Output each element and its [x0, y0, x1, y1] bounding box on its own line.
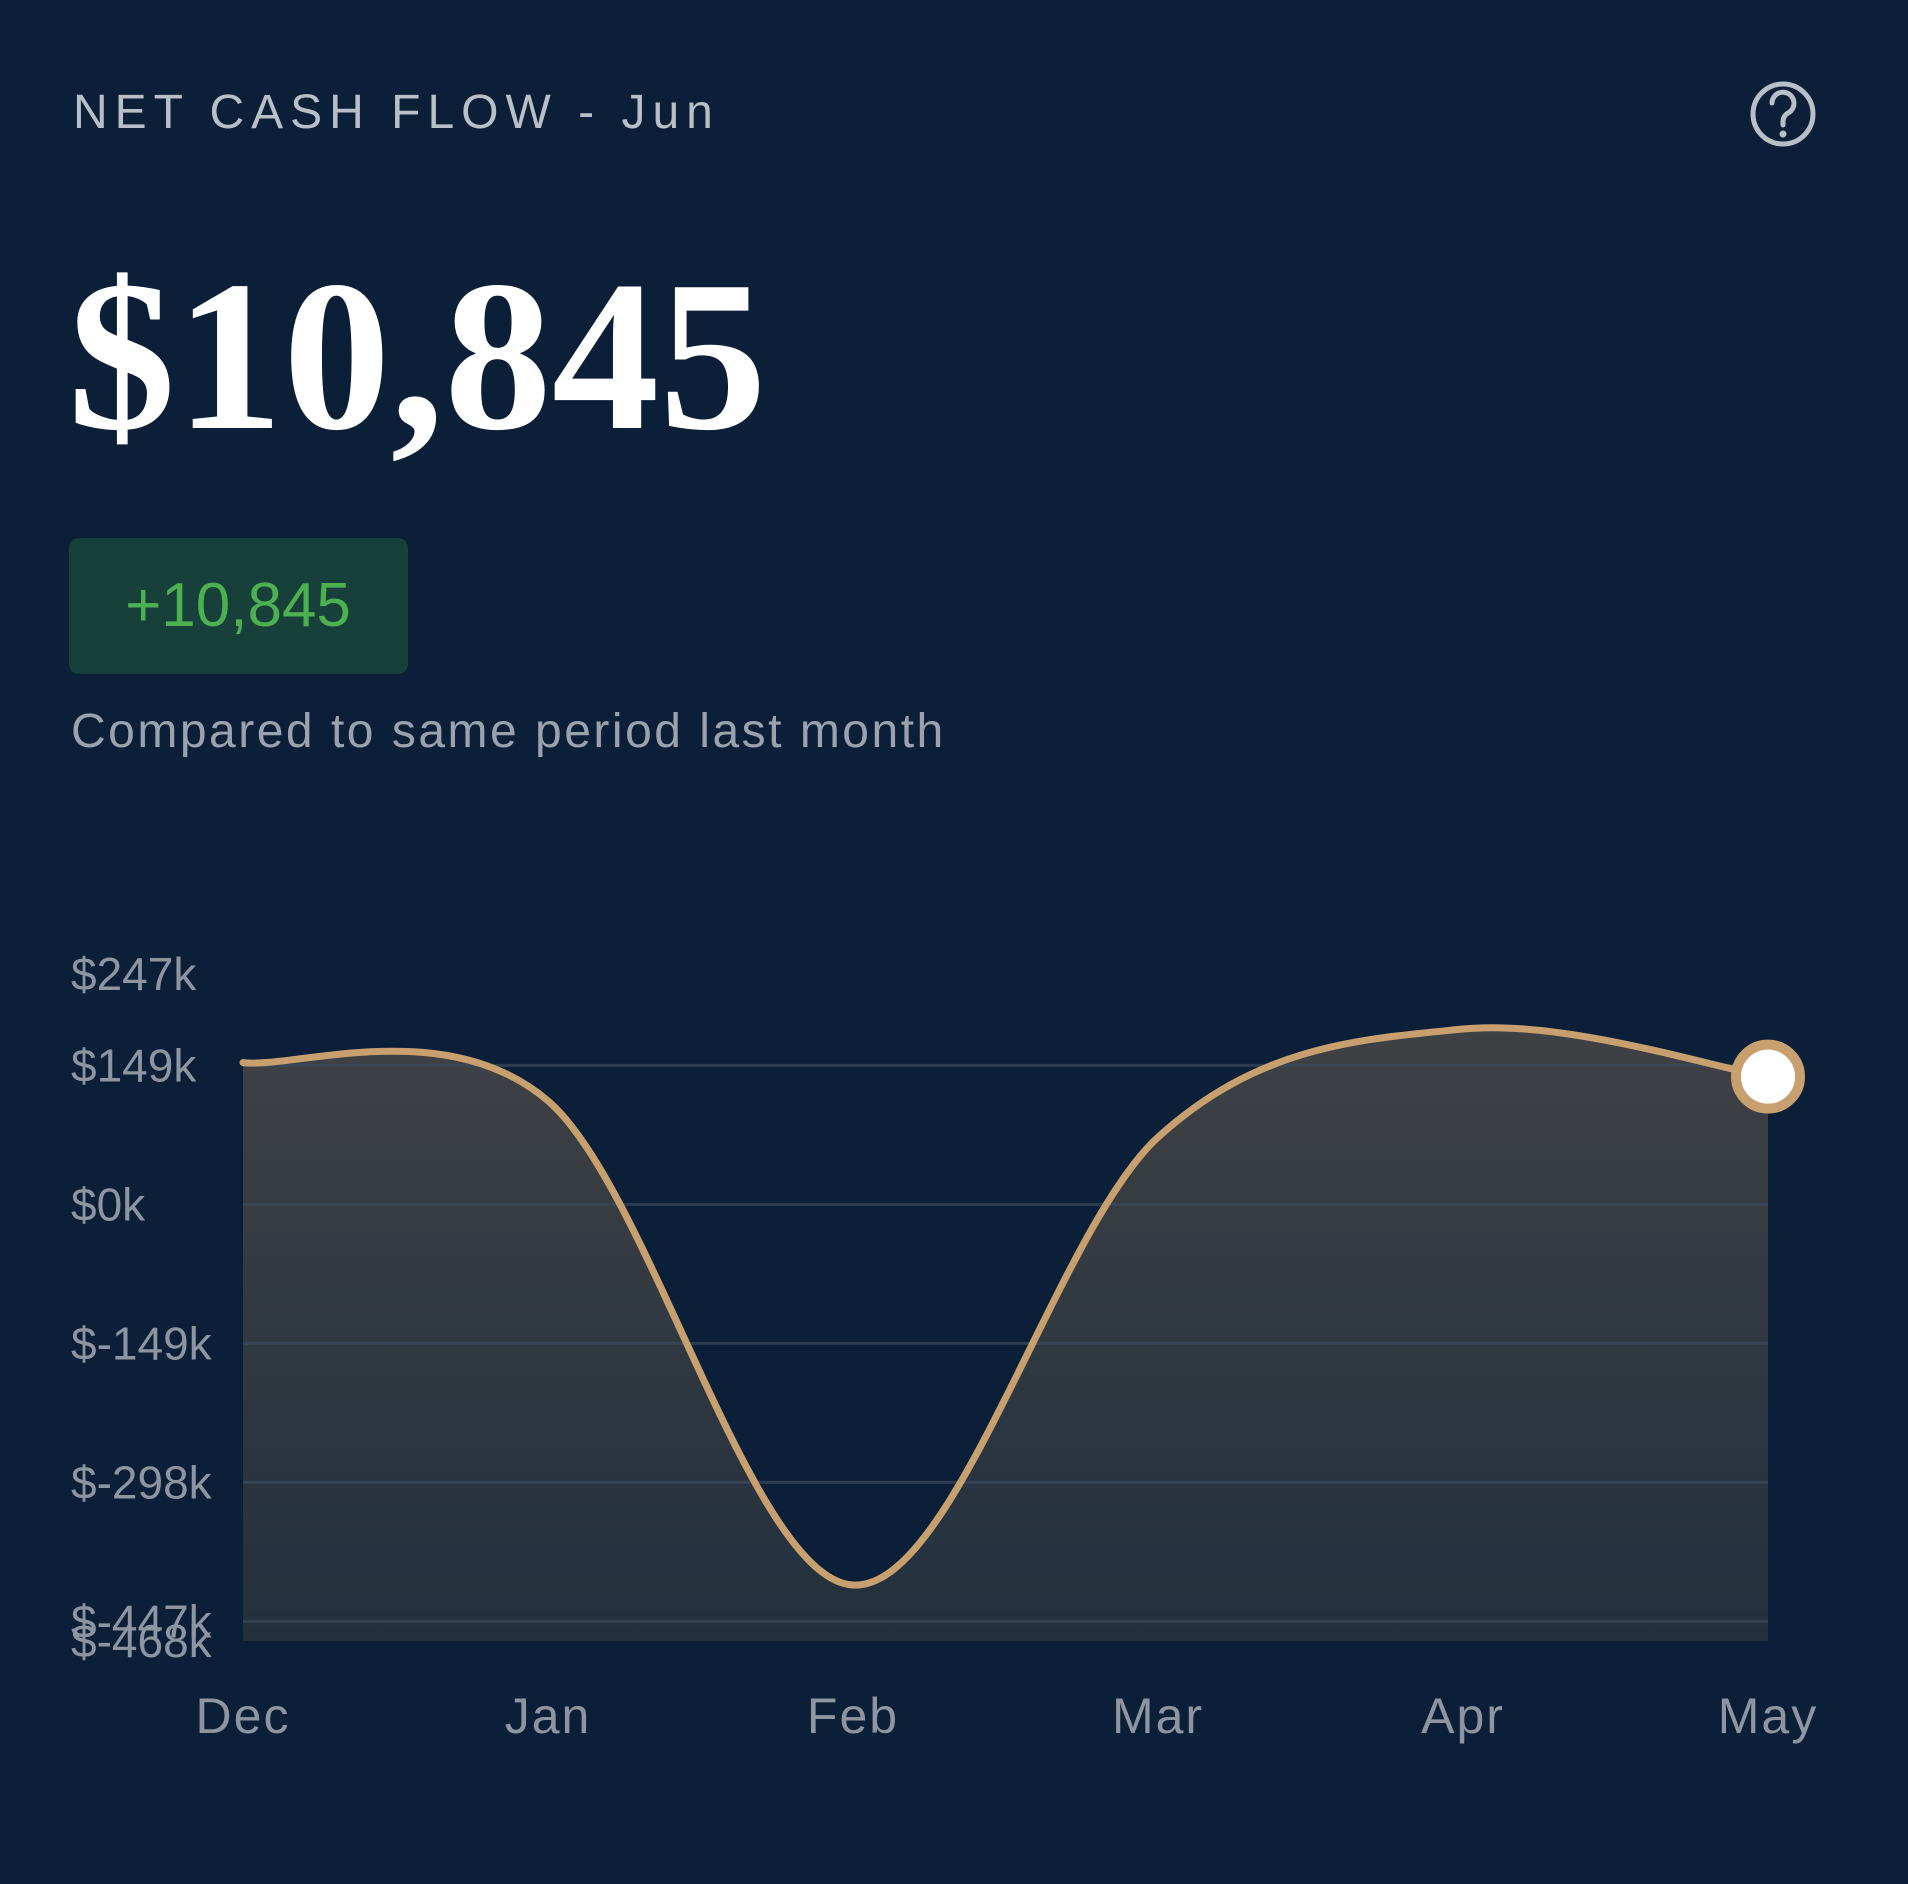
x-tick-label: May: [1718, 1688, 1818, 1744]
amount: $10,845: [68, 236, 767, 475]
y-tick-label: $-149k: [71, 1317, 213, 1369]
x-tick-label: Jan: [505, 1688, 592, 1744]
caption: Compared to same period last month: [71, 705, 946, 758]
line: [239, 1024, 1772, 1589]
area: [243, 1027, 1768, 1641]
y-tick-label: $-468k: [71, 1615, 213, 1667]
end-point: [1731, 1039, 1805, 1114]
y-tick-label: $-298k: [71, 1456, 213, 1508]
y-tick-label: $-447k: [71, 1595, 213, 1647]
help-icon[interactable]: [1750, 81, 1816, 147]
y-tick-label: $247k: [71, 948, 197, 1000]
chart: $247k $149k $0k $-149k $-298k $-447k$-468k Dec…: [71, 948, 1818, 1744]
y-tick-label: $149k: [71, 1039, 197, 1091]
x-tick-label: Mar: [1112, 1688, 1204, 1744]
x-tick-label: Dec: [196, 1688, 291, 1744]
x-tick-label: Feb: [807, 1688, 899, 1744]
x-tick-label: Apr: [1421, 1688, 1505, 1744]
change-badge: [69, 538, 408, 674]
card-title: NET CASH FLOW - Jun: [73, 86, 720, 139]
y-tick-label: $0k: [71, 1178, 146, 1230]
change-value: +10,845: [125, 571, 351, 640]
